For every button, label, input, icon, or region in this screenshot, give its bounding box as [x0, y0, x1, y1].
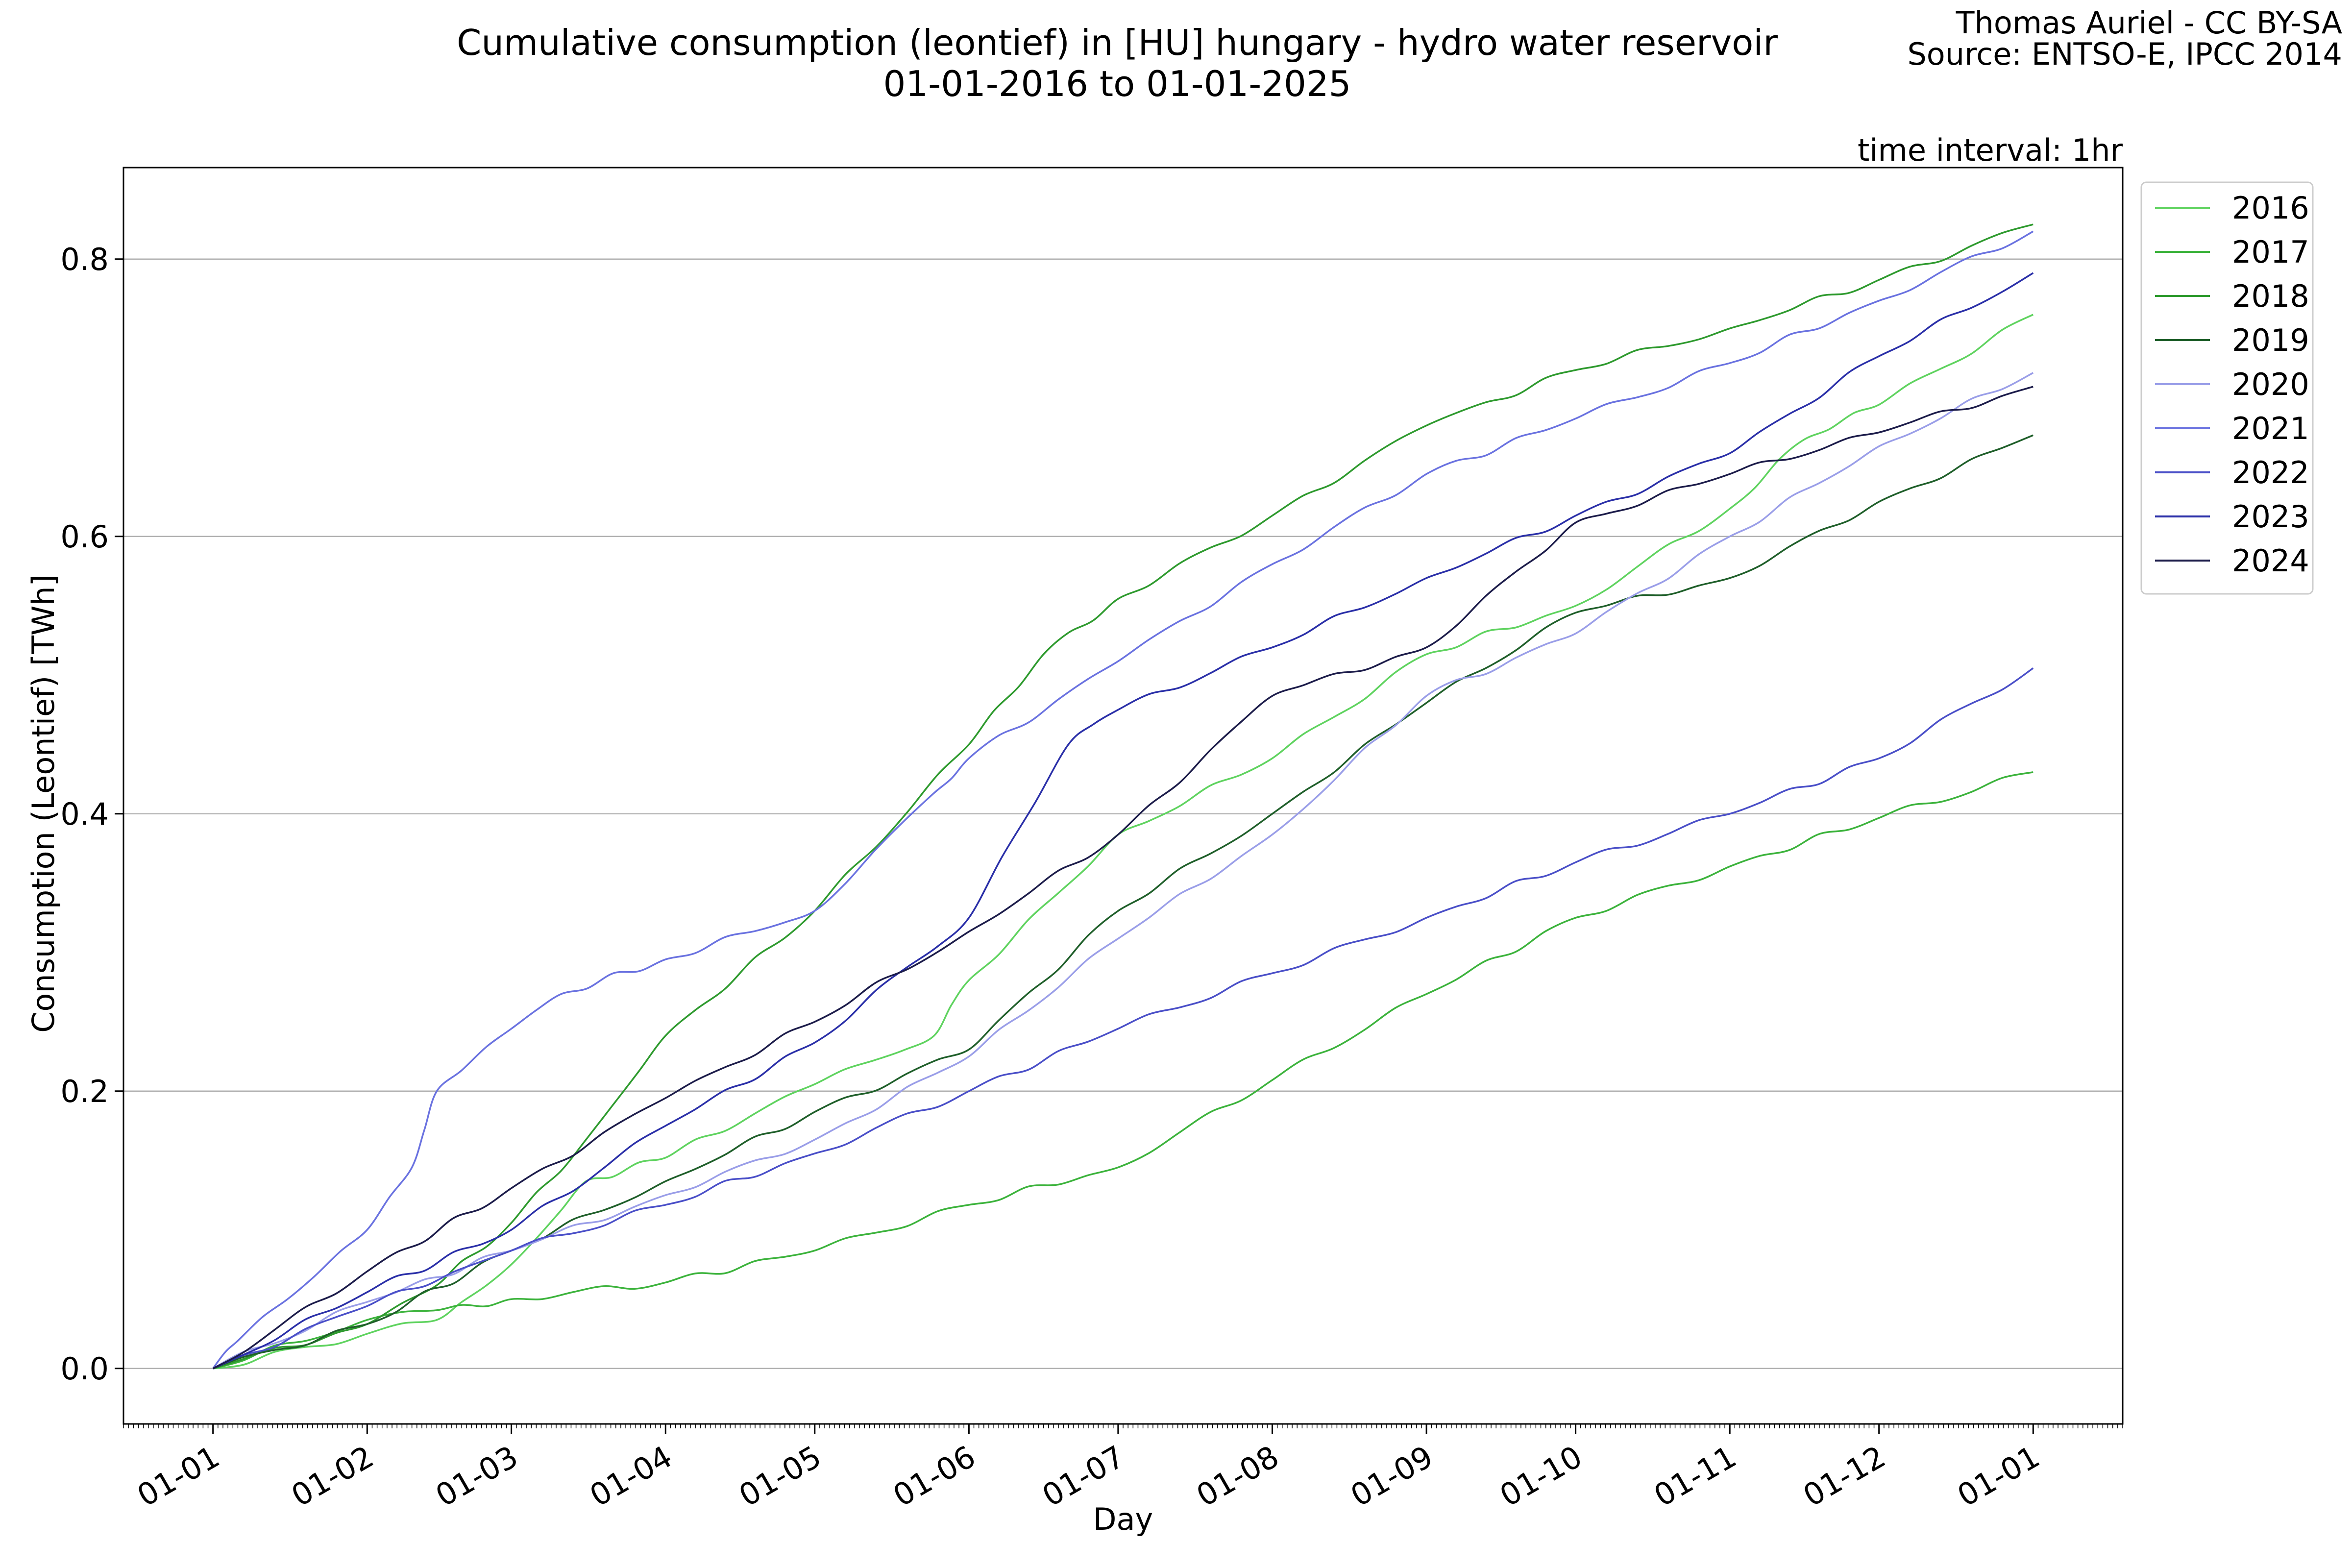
legend: 2016 2017 2018 2019 2020 2021 2022 2023 2024 — [2140, 181, 2314, 595]
series-line-2017 — [213, 771, 2034, 1370]
legend-label-2017: 2017 — [2232, 234, 2309, 270]
legend-label-2019: 2019 — [2232, 322, 2309, 358]
y-tick-label: 0.8 — [60, 242, 109, 277]
y-axis-label: Consumption (Leontief) [TWh] — [25, 574, 61, 1033]
y-tick-label: 0.4 — [60, 796, 109, 832]
x-axis-label: Day — [1093, 1501, 1153, 1537]
chart-title-line1: Cumulative consumption (leontief) in [HU… — [457, 22, 1778, 63]
series-lines — [212, 223, 2034, 1370]
series-line-2021 — [212, 230, 2034, 1369]
time-interval-label: time interval: 1hr — [1858, 132, 2123, 168]
legend-label-2016: 2016 — [2232, 190, 2309, 226]
legend-label-2021: 2021 — [2232, 411, 2309, 446]
series-line-2018 — [213, 223, 2034, 1370]
series-line-2022 — [213, 667, 2034, 1370]
legend-label-2023: 2023 — [2232, 499, 2309, 535]
y-tick-label: 0.6 — [60, 519, 109, 555]
grid — [123, 258, 2123, 1370]
legend-label-2022: 2022 — [2232, 455, 2309, 490]
legend-label-2018: 2018 — [2232, 278, 2309, 314]
legend-label-2024: 2024 — [2232, 543, 2309, 579]
series-line-2016 — [213, 314, 2034, 1370]
credit-author: Thomas Auriel - CC BY-SA — [1956, 5, 2342, 41]
chart-title-line2: 01-01-2016 to 01-01-2025 — [883, 63, 1351, 104]
legend-label-2020: 2020 — [2232, 367, 2309, 402]
credit-source: Source: ENTSO-E, IPCC 2014 — [1907, 36, 2342, 72]
y-tick-label: 0.0 — [60, 1351, 109, 1387]
series-line-2024 — [212, 386, 2034, 1370]
y-tick-label: 0.2 — [60, 1074, 109, 1109]
series-line-2023 — [212, 272, 2034, 1370]
legend-box — [2140, 181, 2314, 595]
